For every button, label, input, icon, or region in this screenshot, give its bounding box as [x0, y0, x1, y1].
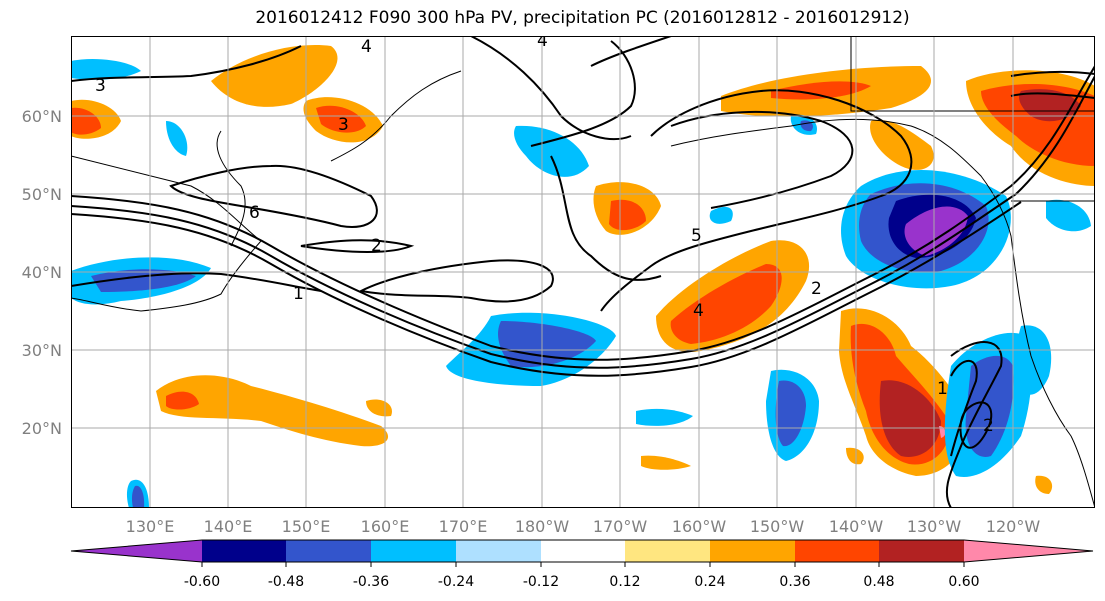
contour-label: 3 — [95, 76, 106, 96]
lat-label: 30°N — [22, 341, 62, 360]
map-panel: 3 4 4 6 2 1 4 5 2 1 2 3 — [71, 36, 1095, 508]
precip-shading — [71, 45, 1095, 508]
colorbar-tick-label: -0.36 — [353, 574, 389, 590]
colorbar-tick-label: 0.36 — [779, 574, 810, 590]
contour-label: 4 — [361, 37, 372, 57]
colorbar-segment — [795, 540, 879, 562]
lon-label: 170°E — [439, 517, 488, 536]
colorbar-segment — [456, 540, 541, 562]
colorbar-segment — [286, 540, 371, 562]
lon-label: 130°W — [907, 517, 962, 536]
contour-label: 2 — [811, 279, 822, 299]
lat-label: 60°N — [22, 107, 62, 126]
contour-label: 2 — [371, 236, 382, 256]
colorbar-segment — [625, 540, 710, 562]
contour-label: 3 — [338, 115, 349, 135]
contour-label: 4 — [537, 36, 548, 51]
lon-label: 170°W — [593, 517, 648, 536]
colorbar-tick-label: 0.24 — [694, 574, 725, 590]
colorbar-segment — [710, 540, 795, 562]
colorbar-segment — [371, 540, 456, 562]
lon-label: 180°W — [515, 517, 570, 536]
colorbar-tick-label: -0.24 — [438, 574, 474, 590]
lon-label: 120°W — [986, 517, 1041, 536]
colorbar-segment — [202, 540, 286, 562]
colorbar-tick-label: 0.48 — [863, 574, 894, 590]
lon-label: 160°E — [361, 517, 410, 536]
contour-labels: 3 4 4 6 2 1 4 5 2 1 2 3 — [95, 36, 994, 436]
contour-label: 6 — [249, 203, 260, 223]
contour-label: 1 — [937, 379, 948, 399]
contour-label: 2 — [983, 416, 994, 436]
coastlines — [71, 36, 1095, 508]
lon-label: 140°E — [204, 517, 253, 536]
colorbar-tick-label: -0.48 — [268, 574, 304, 590]
lon-label: 130°E — [126, 517, 175, 536]
colorbar — [70, 539, 1094, 567]
contour-label: 5 — [691, 226, 702, 246]
colorbar-tick-label: 0.60 — [948, 574, 979, 590]
lon-label: 140°W — [829, 517, 884, 536]
graticule — [71, 36, 1095, 508]
lon-label: 150°W — [750, 517, 805, 536]
colorbar-tick-label: 0.12 — [609, 574, 640, 590]
lat-label: 40°N — [22, 263, 62, 282]
lat-label: 20°N — [22, 419, 62, 438]
colorbar-segment — [541, 540, 625, 562]
colorbar-tick-label: -0.60 — [184, 574, 220, 590]
lon-label: 150°E — [282, 517, 331, 536]
lon-label: 160°W — [672, 517, 727, 536]
colorbar-segment — [71, 540, 202, 562]
colorbar-tick-label: -0.12 — [523, 574, 559, 590]
colorbar-segment — [879, 540, 964, 562]
map-title: 2016012412 F090 300 hPa PV, precipitatio… — [255, 8, 910, 28]
contour-label: 4 — [693, 301, 704, 321]
lat-label: 50°N — [22, 185, 62, 204]
pv-contours — [71, 36, 1095, 508]
colorbar-segment — [964, 540, 1093, 562]
colorbar-labels: -0.60 -0.48 -0.36 -0.24 -0.12 0.12 0.24 … — [184, 574, 980, 590]
contour-label: 1 — [293, 284, 304, 304]
